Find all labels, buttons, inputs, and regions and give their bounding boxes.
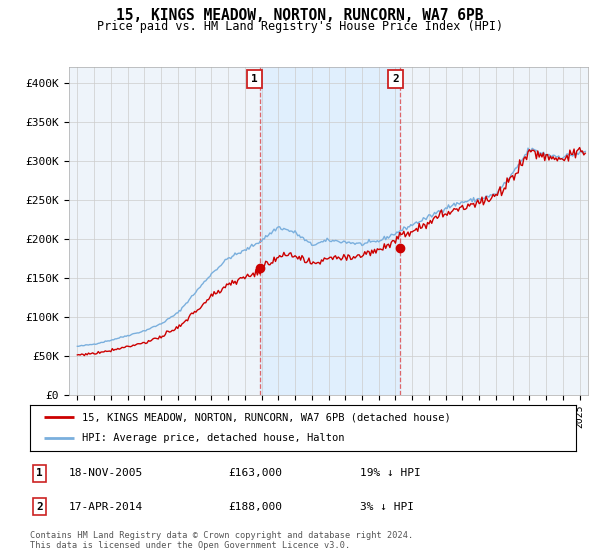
- Text: 17-APR-2014: 17-APR-2014: [69, 502, 143, 512]
- Text: Contains HM Land Registry data © Crown copyright and database right 2024.
This d: Contains HM Land Registry data © Crown c…: [30, 531, 413, 550]
- Text: 1: 1: [36, 468, 43, 478]
- Text: 15, KINGS MEADOW, NORTON, RUNCORN, WA7 6PB (detached house): 15, KINGS MEADOW, NORTON, RUNCORN, WA7 6…: [82, 412, 451, 422]
- Text: 3% ↓ HPI: 3% ↓ HPI: [360, 502, 414, 512]
- Text: 2: 2: [392, 74, 398, 84]
- Bar: [260, 67, 400, 395]
- Text: 19% ↓ HPI: 19% ↓ HPI: [360, 468, 421, 478]
- Text: HPI: Average price, detached house, Halton: HPI: Average price, detached house, Halt…: [82, 433, 344, 444]
- Text: 18-NOV-2005: 18-NOV-2005: [69, 468, 143, 478]
- Text: 15, KINGS MEADOW, NORTON, RUNCORN, WA7 6PB: 15, KINGS MEADOW, NORTON, RUNCORN, WA7 6…: [116, 8, 484, 24]
- Text: Price paid vs. HM Land Registry's House Price Index (HPI): Price paid vs. HM Land Registry's House …: [97, 20, 503, 32]
- Text: £163,000: £163,000: [228, 468, 282, 478]
- Text: 1: 1: [251, 74, 258, 84]
- Text: £188,000: £188,000: [228, 502, 282, 512]
- Text: 2: 2: [36, 502, 43, 512]
